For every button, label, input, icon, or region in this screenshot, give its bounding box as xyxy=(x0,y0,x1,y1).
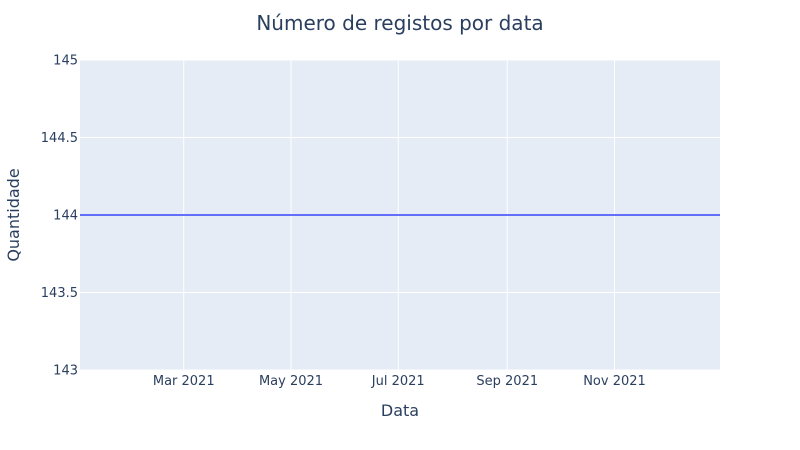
x-tick-label: Mar 2021 xyxy=(153,374,215,389)
x-tick-label: May 2021 xyxy=(259,374,323,389)
y-tick-label: 145 xyxy=(53,54,78,69)
x-tick-label: Sep 2021 xyxy=(476,374,538,389)
x-axis: Mar 2021 May 2021 Jul 2021 Sep 2021 Nov 2021 xyxy=(153,374,646,389)
x-tick-label: Jul 2021 xyxy=(371,374,425,389)
y-tick-label: 143 xyxy=(53,364,78,379)
y-axis: 143 143.5 144 144.5 145 xyxy=(41,54,78,379)
y-axis-title: Quantidade xyxy=(4,168,23,261)
y-tick-label: 143.5 xyxy=(41,286,78,301)
x-axis-title: Data xyxy=(381,401,419,420)
y-tick-label: 144 xyxy=(53,209,78,224)
y-tick-label: 144.5 xyxy=(41,131,78,146)
chart-title: Número de registos por data xyxy=(256,11,543,35)
x-tick-label: Nov 2021 xyxy=(583,374,646,389)
